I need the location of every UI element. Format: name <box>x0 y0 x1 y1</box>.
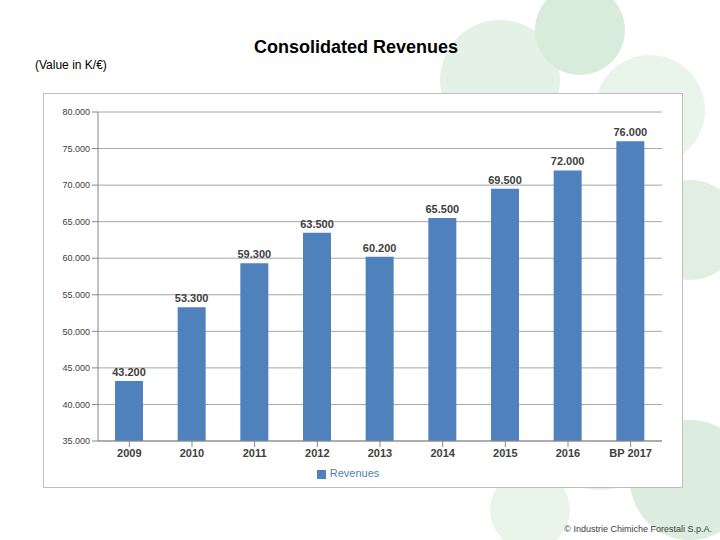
svg-text:65.500: 65.500 <box>426 203 460 215</box>
svg-text:53.300: 53.300 <box>175 292 209 304</box>
svg-text:76.000: 76.000 <box>614 126 648 138</box>
svg-text:BP 2017: BP 2017 <box>609 447 652 459</box>
svg-text:69.500: 69.500 <box>488 174 522 186</box>
html-text:(Value in K/€): (Value in K/€) <box>35 58 107 72</box>
svg-text:2011: 2011 <box>243 447 267 459</box>
svg-text:50.000: 50.000 <box>62 327 90 337</box>
svg-text:55.000: 55.000 <box>62 290 90 300</box>
svg-text:40.000: 40.000 <box>62 400 90 410</box>
svg-text:2012: 2012 <box>305 447 329 459</box>
svg-text:65.000: 65.000 <box>62 217 90 227</box>
svg-text:75.000: 75.000 <box>62 144 90 154</box>
html-text:Consolidated Revenues: Consolidated Revenues <box>254 37 458 57</box>
svg-text:60.200: 60.200 <box>363 242 397 254</box>
svg-text:45.000: 45.000 <box>62 363 90 373</box>
svg-text:43.200: 43.200 <box>112 366 146 378</box>
svg-text:63.500: 63.500 <box>300 218 334 230</box>
svg-text:2016: 2016 <box>556 447 580 459</box>
svg-text:2015: 2015 <box>493 447 517 459</box>
svg-text:2014: 2014 <box>430 447 455 459</box>
svg-text:70.000: 70.000 <box>62 180 90 190</box>
svg-text:72.000: 72.000 <box>551 155 585 167</box>
svg-text:59.300: 59.300 <box>238 248 272 260</box>
html-text:© Industrie Chimiche Forestali: © Industrie Chimiche Forestali S.p.A. <box>564 524 712 534</box>
html-text:Revenues: Revenues <box>329 467 380 479</box>
svg-text:2010: 2010 <box>180 447 204 459</box>
svg-text:35.000: 35.000 <box>62 436 90 446</box>
svg-text:80.000: 80.000 <box>62 107 90 117</box>
svg-text:2009: 2009 <box>117 447 141 459</box>
svg-text:60.000: 60.000 <box>62 253 90 263</box>
svg-text:2013: 2013 <box>368 447 392 459</box>
